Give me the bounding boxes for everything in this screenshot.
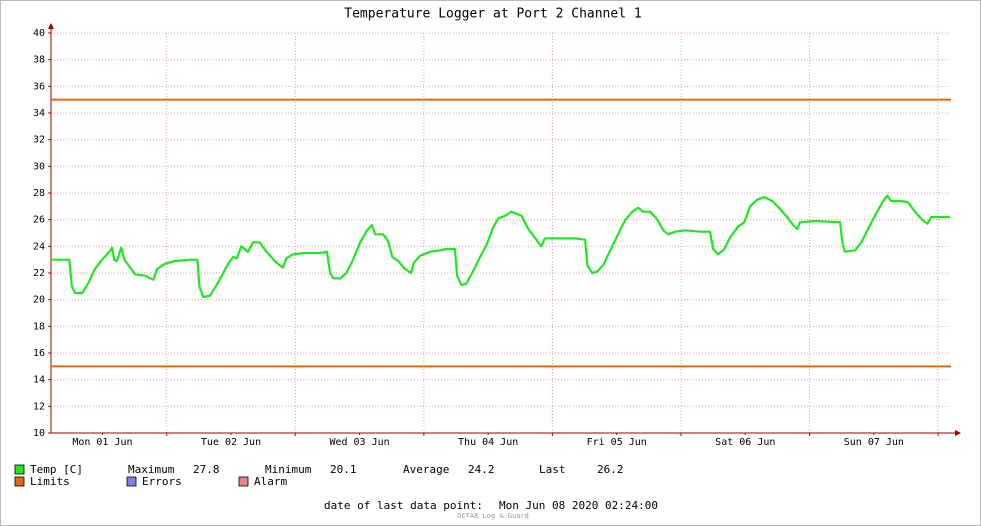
- x-tick-label: Tue 02 Jun: [201, 437, 261, 448]
- y-tick-label: 10: [33, 428, 45, 439]
- y-tick-label: 30: [33, 161, 45, 172]
- x-tick-label: Thu 04 Jun: [458, 437, 518, 448]
- y-tick-label: 24: [33, 241, 45, 252]
- stat-label: Average: [403, 463, 449, 476]
- legend-label: Temp [C]: [30, 463, 83, 476]
- y-tick-label: 36: [33, 81, 45, 92]
- x-tick-label: Mon 01 Jun: [72, 437, 132, 448]
- y-tick-label: 40: [33, 28, 45, 39]
- legend-label: Alarm: [254, 475, 287, 488]
- stat-value: 20.1: [330, 463, 357, 476]
- stat-value: 24.2: [468, 463, 495, 476]
- stat-value: 26.2: [597, 463, 624, 476]
- footer-value: Mon Jun 08 2020 02:24:00: [499, 499, 658, 512]
- x-tick-label: Fri 05 Jun: [587, 437, 647, 448]
- y-tick-label: 14: [33, 375, 45, 386]
- y-tick-label: 12: [33, 401, 45, 412]
- legend-label: Errors: [142, 475, 182, 488]
- y-tick-label: 26: [33, 215, 45, 226]
- y-tick-label: 20: [33, 295, 45, 306]
- legend-swatch: [238, 476, 249, 487]
- footer-label: date of last data point:: [324, 499, 483, 512]
- y-tick-label: 16: [33, 348, 45, 359]
- y-tick-label: 34: [33, 108, 45, 119]
- legend-label: Limits: [30, 475, 70, 488]
- legend-swatch: [126, 476, 137, 487]
- y-axis-arrow: [48, 23, 54, 29]
- y-tick-label: 28: [33, 188, 45, 199]
- x-axis-arrow: [955, 430, 961, 436]
- x-tick-label: Sun 07 Jun: [844, 437, 904, 448]
- y-tick-label: 38: [33, 55, 45, 66]
- legend-swatch: [14, 464, 25, 475]
- stat-label: Maximum: [128, 463, 175, 476]
- stat-label: Last: [539, 463, 566, 476]
- chart-title: Temperature Logger at Port 2 Channel 1: [344, 7, 641, 22]
- y-tick-label: 22: [33, 268, 45, 279]
- x-tick-label: Sat 06 Jun: [715, 437, 775, 448]
- x-tick-label: Wed 03 Jun: [329, 437, 389, 448]
- stat-value: 27.8: [193, 463, 220, 476]
- legend-swatch: [14, 476, 25, 487]
- stat-label: Minimum: [265, 463, 312, 476]
- y-tick-label: 18: [33, 321, 45, 332]
- y-tick-label: 32: [33, 135, 45, 146]
- data-line: [51, 194, 950, 299]
- watermark: OCTA8 Log & Guard: [457, 512, 529, 520]
